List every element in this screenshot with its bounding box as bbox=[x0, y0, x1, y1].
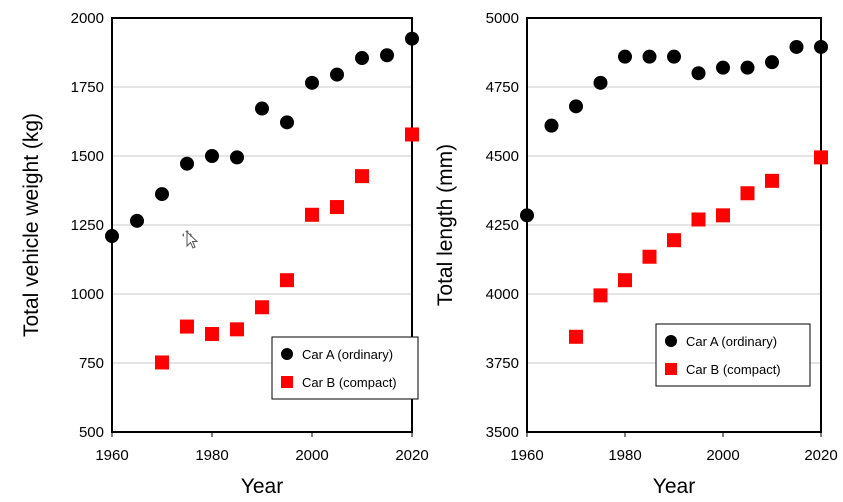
legend-marker-square bbox=[281, 376, 293, 388]
data-point-circle bbox=[230, 150, 244, 165]
y-tick-label: 3750 bbox=[486, 355, 519, 372]
data-point-circle bbox=[255, 101, 269, 116]
data-point-circle bbox=[305, 75, 319, 90]
legend-label: Car A (ordinary) bbox=[686, 334, 777, 349]
x-tick-label: 1960 bbox=[95, 447, 128, 464]
y-tick-label: 750 bbox=[79, 355, 104, 372]
data-point-circle bbox=[405, 31, 419, 46]
y-tick-label: 1000 bbox=[71, 286, 104, 303]
data-point-square bbox=[814, 150, 828, 165]
y-tick-label: 1500 bbox=[71, 148, 104, 165]
x-tick-label: 2020 bbox=[804, 447, 837, 464]
data-point-circle bbox=[355, 51, 369, 66]
y-axis-title: Total length (mm) bbox=[434, 144, 457, 306]
y-axis-title: Total vehicle weight (kg) bbox=[20, 113, 43, 337]
data-point-circle bbox=[716, 60, 730, 75]
data-point-circle bbox=[520, 208, 534, 223]
x-tick-label: 2000 bbox=[706, 447, 739, 464]
data-point-square bbox=[691, 212, 706, 227]
legend-marker-square bbox=[665, 363, 677, 375]
data-point-square bbox=[330, 200, 344, 215]
data-point-circle bbox=[691, 66, 706, 81]
data-point-square bbox=[230, 322, 244, 337]
chart-vehicle-weight: 500 750 1000 1250 1500 1750 2000 1960 1980 2000 20… bbox=[20, 10, 429, 498]
legend-box bbox=[655, 323, 811, 387]
x-tick-label: 2020 bbox=[395, 447, 428, 464]
data-point-circle bbox=[330, 67, 344, 82]
plot-frame bbox=[111, 17, 413, 433]
plot-frame bbox=[526, 17, 822, 433]
x-tick-label: 2000 bbox=[295, 447, 328, 464]
data-point-square bbox=[205, 327, 219, 342]
y-tick-label: 2000 bbox=[71, 10, 104, 27]
data-point-square bbox=[180, 319, 194, 334]
data-point-square bbox=[255, 300, 269, 315]
data-point-square bbox=[642, 249, 657, 264]
data-point-square bbox=[405, 127, 419, 142]
data-point-circle bbox=[544, 118, 559, 133]
legend-label: Car A (ordinary) bbox=[302, 347, 393, 362]
data-point-circle bbox=[667, 49, 681, 64]
data-point-circle bbox=[789, 39, 804, 54]
data-point-circle bbox=[593, 75, 608, 90]
legend-label: Car B (compact) bbox=[302, 375, 397, 390]
data-point-square bbox=[667, 233, 681, 248]
y-tick-label: 1250 bbox=[71, 217, 104, 234]
data-point-square bbox=[280, 273, 294, 288]
data-point-square bbox=[765, 173, 779, 188]
legend-marker-circle bbox=[665, 335, 677, 347]
x-tick-label: 1960 bbox=[510, 447, 543, 464]
y-tick-label: 4750 bbox=[486, 79, 519, 96]
legend: Car A (ordinary) Car B (compact) bbox=[655, 323, 811, 387]
data-point-square bbox=[155, 355, 169, 370]
y-tick-label: 4000 bbox=[486, 286, 519, 303]
data-point-circle bbox=[205, 149, 219, 163]
data-point-circle bbox=[765, 55, 779, 70]
data-point-circle bbox=[380, 48, 394, 63]
data-point-circle bbox=[105, 229, 119, 244]
data-point-circle bbox=[642, 49, 657, 64]
data-point-circle bbox=[180, 156, 194, 171]
data-point-square bbox=[305, 207, 319, 222]
y-tick-label: 5000 bbox=[486, 10, 519, 27]
chart-vehicle-length: 3500 3750 4000 4250 4500 4750 5000 1960 1980 2000… bbox=[434, 10, 838, 498]
y-tick-label: 1750 bbox=[71, 79, 104, 96]
data-point-circle bbox=[130, 213, 144, 228]
y-tick-label: 4500 bbox=[486, 148, 519, 165]
data-point-circle bbox=[618, 49, 632, 64]
legend: Car A (ordinary) Car B (compact) bbox=[271, 336, 419, 400]
x-tick-label: 1980 bbox=[608, 447, 641, 464]
data-point-square bbox=[716, 208, 730, 223]
x-axis-title: Year bbox=[241, 475, 283, 498]
x-tick-label: 1980 bbox=[195, 447, 228, 464]
data-point-square bbox=[355, 169, 369, 184]
legend-label: Car B (compact) bbox=[686, 362, 781, 377]
data-point-square bbox=[618, 273, 632, 288]
x-axis-title: Year bbox=[653, 475, 695, 498]
y-tick-label: 4250 bbox=[486, 217, 519, 234]
data-point-circle bbox=[569, 99, 583, 114]
mouse-cursor-move-icon bbox=[182, 230, 199, 249]
data-point-circle bbox=[814, 39, 828, 54]
data-point-circle bbox=[155, 187, 169, 202]
data-point-circle bbox=[280, 115, 294, 130]
data-point-circle bbox=[740, 60, 755, 75]
legend-marker-circle bbox=[281, 348, 293, 360]
legend-box bbox=[271, 336, 419, 400]
data-point-square bbox=[593, 288, 608, 303]
data-point-square bbox=[569, 329, 583, 344]
y-tick-label: 500 bbox=[79, 424, 104, 441]
y-tick-label: 3500 bbox=[486, 424, 519, 441]
data-point-square bbox=[740, 186, 755, 201]
